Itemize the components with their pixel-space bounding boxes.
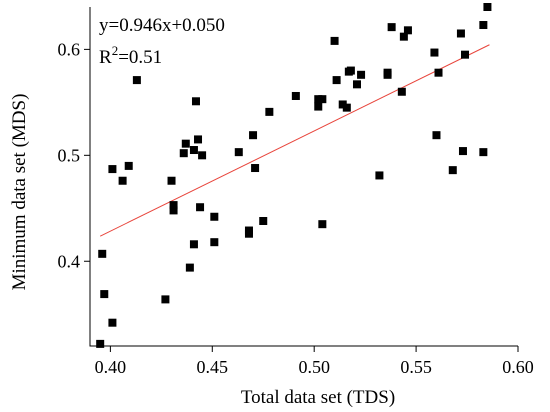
y-tick-label: 0.6 [58,39,81,59]
data-point [161,295,170,304]
data-point [332,76,341,85]
data-point [108,165,117,174]
data-point [448,166,457,175]
data-point [357,70,366,79]
data-point [259,216,268,225]
data-point [458,147,467,156]
regression-equation: y=0.946x+0.050 [99,15,225,36]
data-point [96,339,105,348]
x-tick-label: 0.55 [400,357,432,377]
data-point [314,95,323,104]
data-point [330,36,339,45]
data-point [198,151,207,160]
data-point [479,21,488,30]
axes-frame [89,7,518,347]
data-point [318,95,327,104]
data-point [456,29,465,38]
data-point [244,226,253,235]
data-point [210,238,219,247]
x-tick-label: 0.50 [298,357,330,377]
data-point [251,164,260,173]
data-point [191,97,200,106]
axis-ticks: 0.40 0.45 0.50 0.55 0.60 0.4 0.5 0.6 [58,39,534,377]
r-squared-r: R [99,47,112,68]
data-point [169,206,178,215]
data-point [318,220,327,229]
r-squared-exponent: 2 [112,43,119,58]
data-point [375,171,384,180]
data-point [132,76,141,85]
data-point [265,107,274,116]
data-point [387,23,396,32]
data-point [430,48,439,57]
data-point [342,103,351,112]
r-squared-label: R2=0.51 [99,43,162,68]
data-point [185,263,194,272]
data-point [403,26,412,35]
x-tick-label: 0.45 [197,357,229,377]
x-axis-title: Total data set (TDS) [241,387,395,408]
data-points [96,3,492,348]
data-point [314,102,323,111]
data-point [167,176,176,185]
trend-line [99,44,490,237]
x-tick-label: 0.60 [502,357,534,377]
data-point [479,148,488,157]
data-point [118,176,127,185]
data-point [352,80,361,89]
data-point [100,290,109,299]
data-point [210,212,219,221]
x-tick-label: 0.40 [95,357,127,377]
data-point [234,148,243,157]
data-point [169,201,178,210]
data-point [98,249,107,258]
data-point [383,70,392,79]
data-point [108,318,117,327]
data-point [291,91,300,100]
y-tick-label: 0.4 [58,251,81,271]
data-point [461,50,470,59]
data-point [189,146,198,155]
data-point [181,139,190,148]
data-point [179,149,188,158]
data-point [196,203,205,212]
data-point [194,135,203,144]
data-point [434,68,443,77]
data-point [399,32,408,41]
data-point [346,66,355,75]
data-point [397,87,406,96]
y-tick-label: 0.5 [58,145,81,165]
y-axis-title: Minimum data set (MDS) [9,94,30,291]
data-point [189,240,198,249]
r-squared-value: =0.51 [118,47,162,68]
data-point [338,100,347,109]
data-point [249,131,258,140]
data-point [432,131,441,140]
data-point [483,3,492,11]
data-point [124,161,133,170]
